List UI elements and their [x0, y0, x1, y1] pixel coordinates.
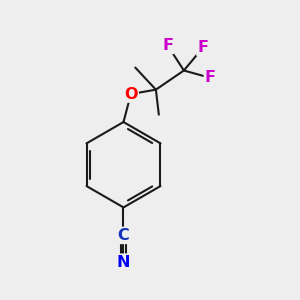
Text: O: O: [124, 87, 138, 102]
Text: F: F: [197, 40, 208, 55]
Text: C: C: [118, 228, 129, 243]
Text: F: F: [162, 38, 173, 53]
Text: F: F: [205, 70, 216, 86]
Text: N: N: [117, 255, 130, 270]
